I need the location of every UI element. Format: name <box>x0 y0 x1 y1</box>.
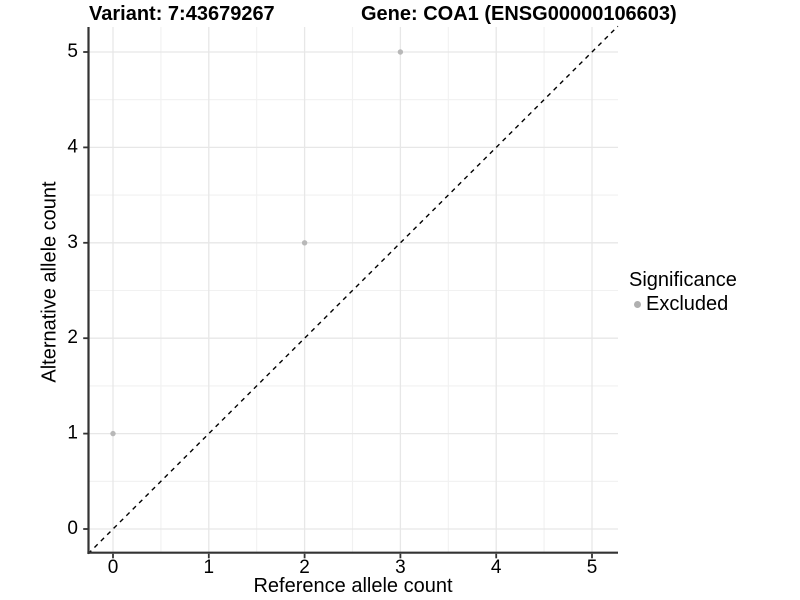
x-tick-label: 2 <box>299 557 310 578</box>
gene-title: Gene: COA1 (ENSG00000106603) <box>361 3 677 25</box>
legend-item-excluded: Excluded <box>629 293 737 315</box>
y-axis-title: Alternative allele count <box>38 181 61 383</box>
data-point <box>301 240 308 246</box>
y-tick-label: 2 <box>67 327 78 348</box>
x-axis-title: Reference allele count <box>253 575 453 597</box>
y-tick-label: 5 <box>67 41 78 62</box>
identity-dashed-line <box>87 25 619 555</box>
legend-point-icon <box>634 300 641 308</box>
y-tick-label: 4 <box>67 136 78 157</box>
legend-item-label: Excluded <box>646 293 729 315</box>
x-tick-label: 3 <box>395 557 406 578</box>
data-point <box>110 430 116 437</box>
variant-title: Variant: 7:43679267 <box>89 3 275 25</box>
x-tick-label: 4 <box>491 557 502 578</box>
x-tick-label: 1 <box>204 557 215 578</box>
legend: Significance Excluded <box>629 269 737 315</box>
y-tick-label: 0 <box>67 518 78 539</box>
legend-title: Significance <box>629 269 737 291</box>
data-point <box>397 49 404 55</box>
x-tick-label: 5 <box>587 557 598 578</box>
y-tick-label: 1 <box>67 423 78 444</box>
x-tick-label: 0 <box>108 557 119 578</box>
y-tick-label: 3 <box>67 232 78 253</box>
